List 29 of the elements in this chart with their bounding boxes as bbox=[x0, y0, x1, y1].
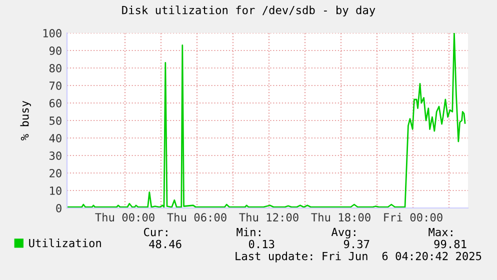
text: 0.13 bbox=[248, 240, 274, 248]
y-tick-label: 100 bbox=[43, 29, 62, 38]
text: Avg: bbox=[331, 228, 356, 238]
line-series bbox=[67, 33, 466, 208]
y-tick-label: 0 bbox=[56, 204, 62, 212]
y-tick-label: 10 bbox=[50, 186, 62, 195]
text: 99.81 bbox=[434, 240, 466, 248]
chart-title: Disk utilization for /dev/sdb - by day bbox=[122, 6, 376, 16]
y-tick-label: 70 bbox=[50, 82, 62, 90]
text: Max: bbox=[428, 228, 452, 236]
y-tick-label: 30 bbox=[50, 152, 62, 160]
text: Min: bbox=[236, 228, 260, 236]
y-tick-label: 50 bbox=[50, 116, 62, 125]
text: Cur: bbox=[144, 228, 168, 236]
y-tick-label: 80 bbox=[49, 64, 62, 72]
x-tick-label: Fri 00:00 bbox=[384, 212, 442, 222]
y-tick-label: 40 bbox=[49, 134, 62, 142]
y-tick-label: 90 bbox=[49, 46, 62, 55]
x-tick-label: Thu 06:00 bbox=[167, 212, 226, 222]
y-tick-label: 60 bbox=[49, 99, 62, 108]
y-axis-title: % busy bbox=[20, 100, 31, 140]
x-tick-label: Thu 12:00 bbox=[239, 212, 298, 222]
text: Last update: Fri Jun 6 04:20:42 2025 bbox=[236, 252, 482, 262]
y-tick-label: 20 bbox=[50, 169, 62, 178]
x-tick-label: Thu 18:00 bbox=[311, 212, 370, 222]
text: 48.46 bbox=[149, 240, 182, 248]
x-tick-label: Thu 00:00 bbox=[95, 212, 154, 222]
legend-label: Utilization bbox=[29, 238, 101, 248]
text: 9.37 bbox=[344, 240, 370, 248]
